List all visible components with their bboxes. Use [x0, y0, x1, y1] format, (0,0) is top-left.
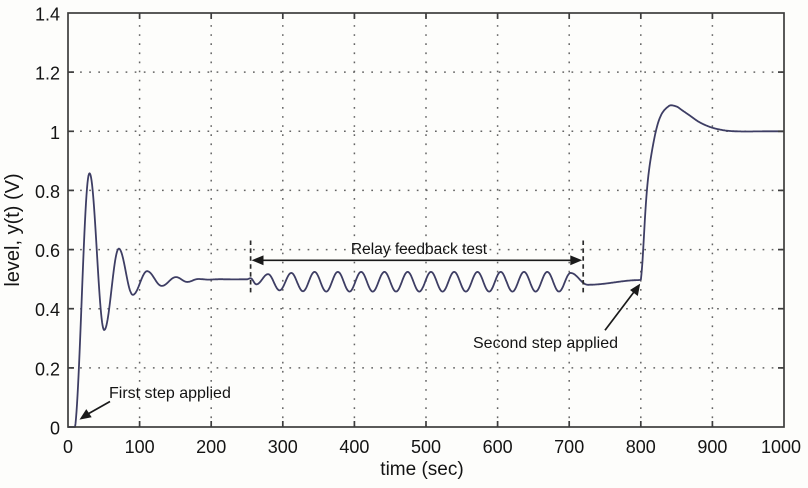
- svg-text:800: 800: [626, 437, 656, 457]
- svg-text:600: 600: [483, 437, 513, 457]
- svg-text:0: 0: [63, 437, 73, 457]
- svg-text:1.4: 1.4: [35, 5, 60, 25]
- svg-text:400: 400: [339, 437, 369, 457]
- svg-text:200: 200: [196, 437, 226, 457]
- svg-text:900: 900: [697, 437, 727, 457]
- svg-text:First step applied: First step applied: [109, 385, 231, 402]
- svg-text:0.6: 0.6: [35, 241, 60, 261]
- svg-text:300: 300: [268, 437, 298, 457]
- svg-text:level, y(t) (V): level, y(t) (V): [2, 173, 24, 286]
- svg-text:0: 0: [50, 419, 60, 439]
- svg-text:Second step applied: Second step applied: [473, 335, 618, 352]
- svg-text:100: 100: [125, 437, 155, 457]
- svg-text:1000: 1000: [761, 437, 801, 457]
- svg-text:0.8: 0.8: [35, 182, 60, 202]
- svg-text:0.2: 0.2: [35, 359, 60, 379]
- svg-text:700: 700: [554, 437, 584, 457]
- svg-text:Relay feedback test: Relay feedback test: [351, 241, 488, 258]
- svg-text:1.2: 1.2: [35, 64, 60, 84]
- svg-text:time (sec): time (sec): [380, 459, 463, 480]
- svg-text:500: 500: [411, 437, 441, 457]
- svg-text:1: 1: [50, 123, 60, 143]
- svg-text:0.4: 0.4: [35, 300, 60, 320]
